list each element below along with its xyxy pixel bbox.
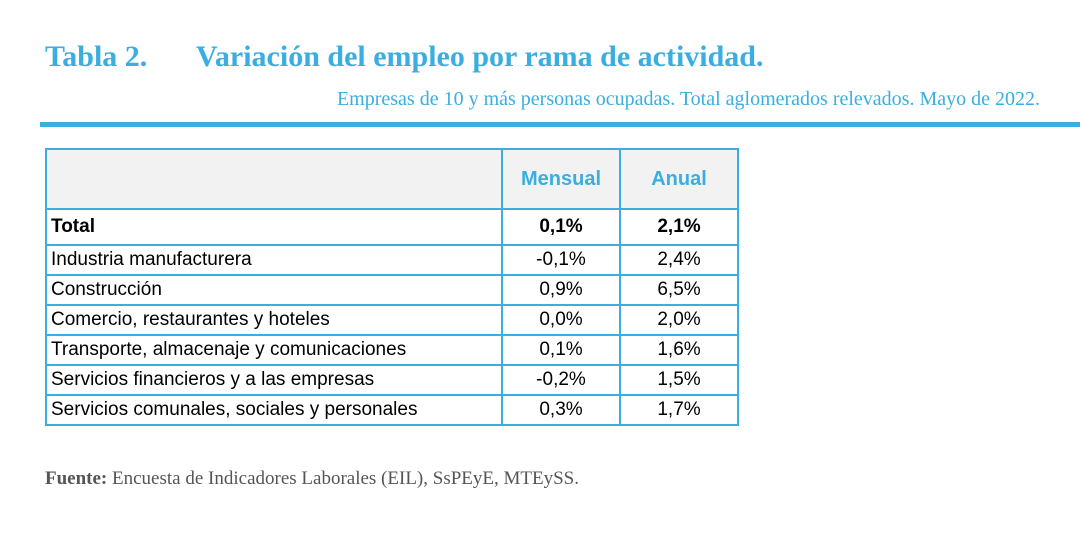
employment-table: Mensual Anual Total 0,1% 2,1% Industria … xyxy=(45,148,739,426)
row-anual: 1,5% xyxy=(619,364,739,396)
row-label: Comercio, restaurantes y hoteles xyxy=(45,304,503,336)
table-row: Construcción 0,9% 6,5% xyxy=(45,274,739,306)
row-mensual: 0,3% xyxy=(501,394,621,426)
table-row: Comercio, restaurantes y hoteles 0,0% 2,… xyxy=(45,304,739,336)
row-mensual: -0,1% xyxy=(501,244,621,276)
row-label: Servicios comunales, sociales y personal… xyxy=(45,394,503,426)
row-label: Servicios financieros y a las empresas xyxy=(45,364,503,396)
source-text: Encuesta de Indicadores Laborales (EIL),… xyxy=(112,468,579,489)
table-row: Servicios comunales, sociales y personal… xyxy=(45,394,739,426)
row-anual: 2,1% xyxy=(619,208,739,246)
row-anual: 2,0% xyxy=(619,304,739,336)
header-anual: Anual xyxy=(619,148,739,210)
table-number: Tabla 2. xyxy=(45,40,148,73)
source-label: Fuente: xyxy=(45,468,108,489)
header-mensual: Mensual xyxy=(501,148,621,210)
table-row-total: Total 0,1% 2,1% xyxy=(45,208,739,246)
row-anual: 6,5% xyxy=(619,274,739,306)
row-anual: 2,4% xyxy=(619,244,739,276)
table-title-text: Variación del empleo por rama de activid… xyxy=(196,40,764,73)
row-label: Industria manufacturera xyxy=(45,244,503,276)
title-divider xyxy=(40,122,1080,127)
header-blank-cell xyxy=(45,148,503,210)
table-row: Transporte, almacenaje y comunicaciones … xyxy=(45,334,739,366)
table-row: Servicios financieros y a las empresas -… xyxy=(45,364,739,396)
table-row: Industria manufacturera -0,1% 2,4% xyxy=(45,244,739,276)
row-anual: 1,7% xyxy=(619,394,739,426)
table-subtitle: Empresas de 10 y más personas ocupadas. … xyxy=(336,88,1040,110)
row-mensual: -0,2% xyxy=(501,364,621,396)
source-note: Fuente: Encuesta de Indicadores Laborale… xyxy=(45,468,579,490)
row-anual: 1,6% xyxy=(619,334,739,366)
row-mensual: 0,0% xyxy=(501,304,621,336)
row-label: Construcción xyxy=(45,274,503,306)
row-mensual: 0,1% xyxy=(501,208,621,246)
row-label: Transporte, almacenaje y comunicaciones xyxy=(45,334,503,366)
row-mensual: 0,1% xyxy=(501,334,621,366)
row-mensual: 0,9% xyxy=(501,274,621,306)
table-header-row: Mensual Anual xyxy=(45,148,739,210)
row-label: Total xyxy=(45,208,503,246)
